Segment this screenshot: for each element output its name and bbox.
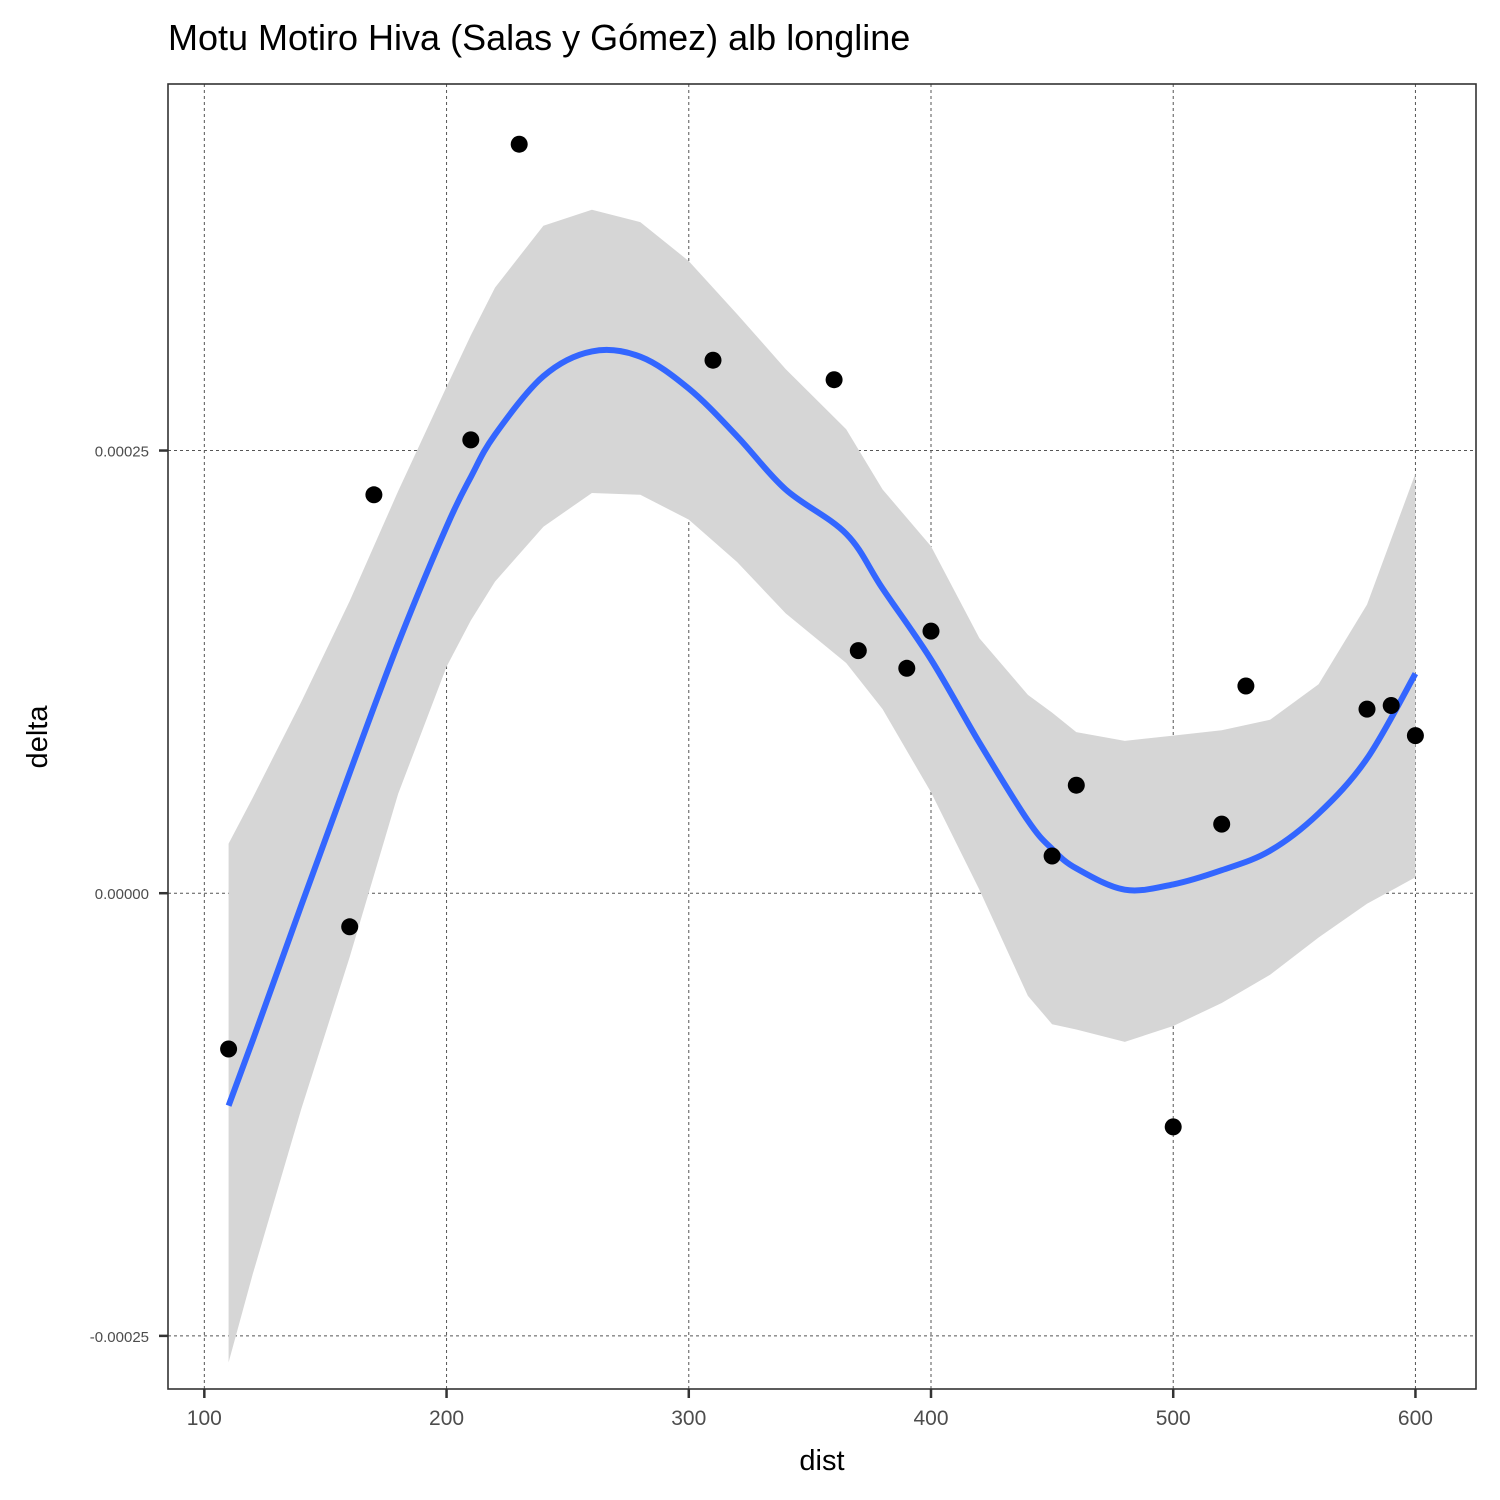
x-axis-title: dist [799,1445,844,1477]
data-points [220,135,1424,1136]
smooth-line-layer [225,346,1419,1107]
data-point [1382,697,1400,714]
x-tick-label: 500 [1156,1407,1191,1430]
data-point [922,622,940,640]
data-point [341,918,359,936]
confidence-band [228,209,1416,1363]
data-point [1237,677,1255,695]
data-point [462,431,480,449]
x-axis: 100 200 300 400 500 600 [187,1389,1433,1430]
data-point [898,659,916,677]
y-axis-title: delta [22,705,54,769]
data-point [1213,815,1231,833]
x-tick-label: 200 [429,1407,464,1430]
x-tick-label: 400 [913,1407,948,1430]
data-point [510,135,528,153]
data-point [704,351,722,369]
x-tick-label: 100 [187,1407,222,1430]
data-point [1043,847,1061,865]
y-tick-label: -0.00025 [90,1329,149,1346]
y-axis: -0.00025 0.00000 0.00025 [90,444,168,1346]
data-point [1358,700,1376,718]
smooth-line [225,346,1419,1107]
data-point [1164,1118,1182,1136]
x-tick-label: 600 [1398,1407,1433,1430]
plot-panel [167,83,1477,1390]
x-tick-label: 300 [671,1407,706,1430]
data-point [849,642,867,660]
y-tick-label: 0.00025 [95,444,149,461]
y-tick-label: 0.00000 [95,886,149,903]
panel-border [167,83,1477,1390]
data-point [825,371,843,389]
chart-title: Motu Motiro Hiva (Salas y Gómez) alb lon… [168,17,910,58]
data-point [220,1040,238,1058]
data-point [1406,727,1424,745]
data-point [1067,776,1085,794]
data-point [365,486,383,504]
confidence-band-layer [228,209,1416,1363]
